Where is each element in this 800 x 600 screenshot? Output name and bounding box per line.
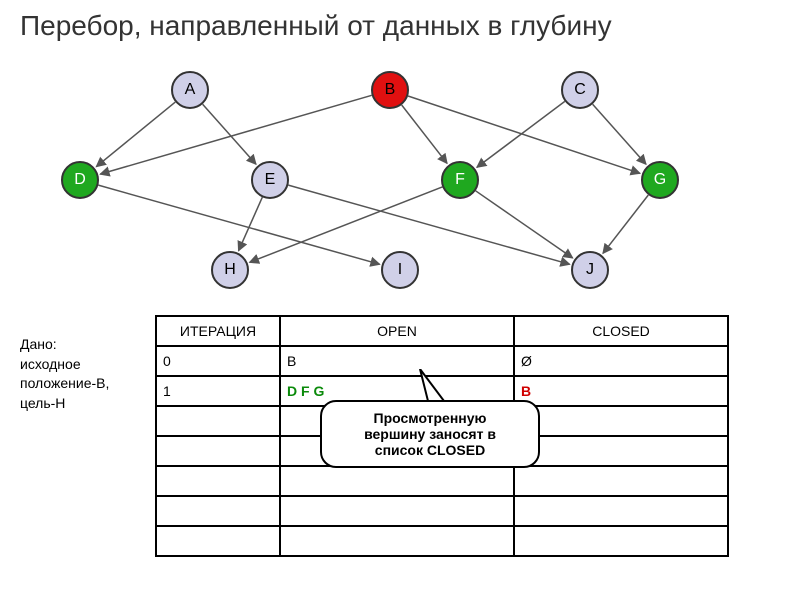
graph-node-c: C bbox=[561, 71, 599, 109]
graph-node-d: D bbox=[61, 161, 99, 199]
callout-line: вершину заносят в bbox=[334, 426, 526, 442]
table-row bbox=[156, 496, 728, 526]
table-row bbox=[156, 526, 728, 556]
graph-node-f: F bbox=[441, 161, 479, 199]
given-line: Дано: bbox=[20, 335, 150, 355]
graph-edge-b-g bbox=[408, 96, 640, 173]
graph-node-i: I bbox=[381, 251, 419, 289]
cell-closed bbox=[514, 526, 728, 556]
cell-iteration bbox=[156, 526, 280, 556]
header-iteration: ИТЕРАЦИЯ bbox=[156, 316, 280, 346]
graph-edge-e-h bbox=[239, 197, 263, 250]
given-line: исходное bbox=[20, 355, 150, 375]
cell-closed bbox=[514, 436, 728, 466]
cell-iteration bbox=[156, 466, 280, 496]
given-line: положение-B, bbox=[20, 374, 150, 394]
graph-edge-f-h bbox=[250, 187, 443, 262]
table-row bbox=[156, 466, 728, 496]
cell-open bbox=[280, 496, 514, 526]
graph-edge-a-d bbox=[96, 102, 175, 167]
cell-open bbox=[280, 526, 514, 556]
graph-edge-c-g bbox=[593, 104, 646, 164]
callout-line: список CLOSED bbox=[334, 442, 526, 458]
cell-open: B bbox=[280, 346, 514, 376]
graph-edge-a-e bbox=[203, 104, 256, 164]
cell-closed: Ø bbox=[514, 346, 728, 376]
graph-node-g: G bbox=[641, 161, 679, 199]
table-header-row: ИТЕРАЦИЯ OPEN CLOSED bbox=[156, 316, 728, 346]
cell-closed bbox=[514, 496, 728, 526]
cell-iteration: 1 bbox=[156, 376, 280, 406]
cell-closed bbox=[514, 466, 728, 496]
graph-area: A B C D E F G H I J bbox=[50, 60, 750, 300]
graph-edge-e-j bbox=[288, 185, 569, 264]
graph-node-e: E bbox=[251, 161, 289, 199]
graph-node-j: J bbox=[571, 251, 609, 289]
callout-bubble: Просмотренную вершину заносят в список C… bbox=[320, 400, 540, 468]
cell-open bbox=[280, 466, 514, 496]
cell-iteration bbox=[156, 406, 280, 436]
graph-node-h: H bbox=[211, 251, 249, 289]
graph-edge-b-f bbox=[402, 105, 447, 163]
graph-node-a: A bbox=[171, 71, 209, 109]
graph-edge-g-j bbox=[603, 195, 648, 253]
cell-iteration: 0 bbox=[156, 346, 280, 376]
header-open: OPEN bbox=[280, 316, 514, 346]
header-closed: CLOSED bbox=[514, 316, 728, 346]
cell-iteration bbox=[156, 496, 280, 526]
graph-edge-c-f bbox=[477, 101, 565, 167]
table-row: 0BØ bbox=[156, 346, 728, 376]
cell-iteration bbox=[156, 436, 280, 466]
graph-edge-b-d bbox=[100, 95, 372, 174]
cell-closed: B bbox=[514, 376, 728, 406]
cell-closed bbox=[514, 406, 728, 436]
callout-line: Просмотренную bbox=[334, 410, 526, 426]
page-title: Перебор, направленный от данных в глубин… bbox=[20, 10, 612, 42]
graph-edge-f-j bbox=[476, 191, 573, 258]
given-line: цель-H bbox=[20, 394, 150, 414]
given-note: Дано: исходное положение-B, цель-H bbox=[20, 335, 150, 413]
graph-node-b: B bbox=[371, 71, 409, 109]
